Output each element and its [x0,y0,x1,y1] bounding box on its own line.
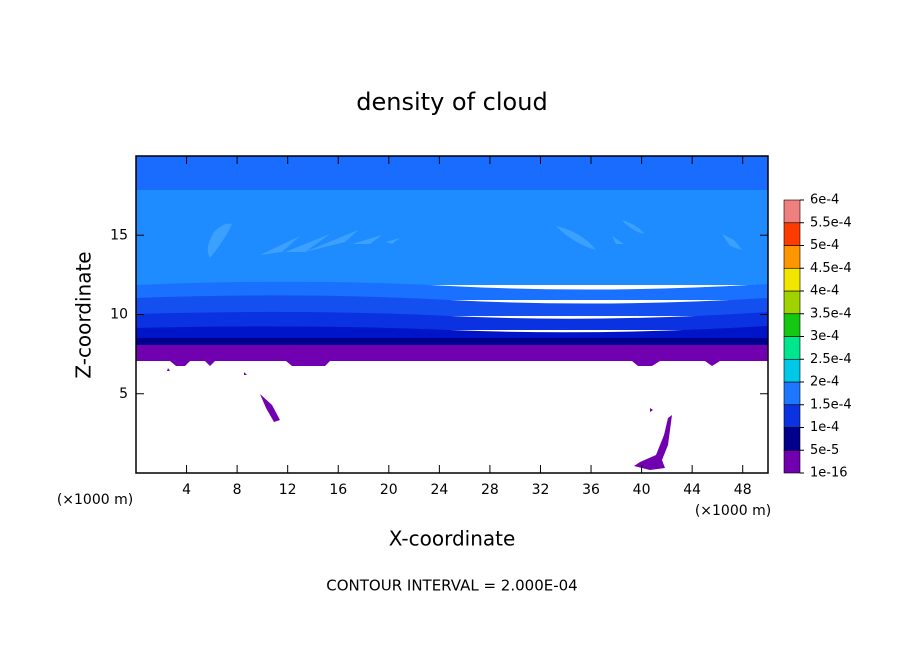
colorbar-band [783,427,801,451]
colorbar-band [783,267,801,292]
colorbar-label: 3e-4 [810,329,839,344]
x-tick-label: 20 [380,482,398,498]
colorbar-band [783,222,801,246]
colorbar-band [783,381,801,406]
x-tick-label: 24 [430,482,448,498]
colorbar-band [783,449,801,474]
colorbar-label: 6e-4 [810,193,839,208]
colorbar-band [783,336,801,360]
x-tick-label: 32 [532,482,550,498]
colorbar-band [783,313,801,337]
colorbar-band [783,245,801,269]
x-tick-label: 40 [633,482,651,498]
x-tick-label: 36 [582,482,600,498]
x-unit-label: (×1000 m) [695,503,771,519]
y-tick-label: 5 [119,386,128,402]
chart-title: density of cloud [356,88,547,116]
x-tick-label: 8 [233,482,242,498]
colorbar-label: 5e-5 [810,443,839,458]
colorbar-band [783,404,801,428]
footer-note: CONTOUR INTERVAL = 2.000E-04 [326,577,577,595]
x-tick-label: 12 [279,482,297,498]
colorbar-band [783,199,801,224]
x-tick-label: 44 [683,482,701,498]
colorbar-label: 1.5e-4 [810,397,852,412]
x-tick-label: 28 [481,482,499,498]
colorbar-label: 2e-4 [810,375,839,390]
x-axis-label: X-coordinate [389,527,516,551]
colorbar-label: 5.5e-4 [810,215,852,230]
colorbar-band [783,358,801,383]
colorbar-label: 2.5e-4 [810,352,852,367]
colorbar-label: 1e-4 [810,420,839,435]
y-axis-label: Z-coordinate [72,251,96,378]
colorbar-label: 1e-16 [810,466,848,481]
colorbar-label: 4e-4 [810,284,839,299]
x-tick-label: 4 [182,482,191,498]
y-tick-label: 15 [110,227,128,243]
colorbar-label: 5e-4 [810,238,839,253]
y-unit-label: (×1000 m) [57,492,133,508]
colorbar-label: 4.5e-4 [810,261,852,276]
x-tick-label: 48 [734,482,752,498]
x-tick-label: 16 [329,482,347,498]
contour-field [136,156,768,470]
y-tick-label: 10 [110,307,128,323]
colorbar-label: 3.5e-4 [810,306,852,321]
colorbar-band [783,290,801,315]
